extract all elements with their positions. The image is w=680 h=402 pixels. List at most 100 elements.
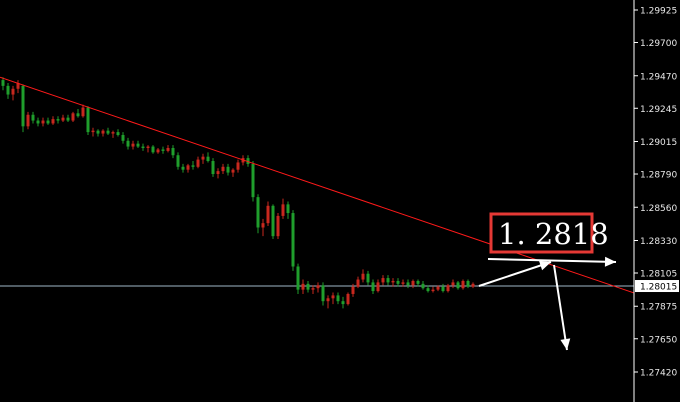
candle-body	[461, 280, 465, 289]
candle-body	[96, 130, 100, 134]
candle-body	[281, 204, 285, 216]
current-price-badge	[635, 280, 679, 293]
candle-body	[26, 114, 30, 127]
price-tick-label: 1.29470	[640, 72, 677, 82]
resistance-trendline	[0, 76, 635, 294]
candle-body	[246, 158, 250, 164]
price-tick-label: 1.28105	[640, 270, 677, 280]
candle-body	[336, 295, 340, 302]
candle-body	[401, 282, 405, 284]
candle-body	[116, 132, 120, 136]
candle-body	[321, 285, 325, 302]
candle-body	[66, 117, 70, 121]
candle-body	[56, 119, 60, 121]
candle-body	[61, 117, 65, 121]
price-callout-text: 1. 2818	[498, 217, 609, 251]
candle-body	[51, 119, 55, 124]
candle-body	[366, 273, 370, 283]
candle-body	[221, 166, 225, 172]
candles	[1, 77, 475, 309]
candle-body	[141, 146, 145, 149]
candle-body	[46, 120, 50, 124]
candle-body	[81, 107, 85, 117]
candle-body	[151, 146, 155, 153]
candle-body	[216, 171, 220, 175]
candle-body	[86, 107, 90, 133]
candle-body	[16, 82, 20, 89]
candle-body	[361, 273, 365, 280]
candle-body	[296, 266, 300, 290]
price-tick-label: 1.27650	[640, 335, 677, 345]
candle-body	[376, 282, 380, 292]
candle-body	[286, 204, 290, 214]
candle-body	[471, 283, 475, 287]
candle-body	[136, 143, 140, 147]
candle-body	[426, 288, 430, 292]
candle-body	[421, 283, 425, 289]
candle-body	[146, 146, 150, 149]
candle-body	[161, 149, 165, 151]
price-tick-label: 1.27420	[640, 369, 677, 379]
candle-body	[371, 282, 375, 292]
current-price-label: 1.28015	[640, 283, 677, 293]
candle-body	[271, 205, 275, 237]
candle-body	[36, 120, 40, 124]
candle-body	[436, 286, 440, 290]
candle-body	[306, 283, 310, 290]
candle-body	[106, 130, 110, 134]
candle-body	[456, 282, 460, 289]
candle-body	[381, 278, 385, 283]
candle-body	[206, 156, 210, 162]
candle-body	[41, 120, 45, 124]
candle-body	[71, 113, 75, 121]
candle-body	[226, 166, 230, 173]
candle-body	[256, 197, 260, 228]
arrow-from-price-head	[538, 260, 551, 271]
candle-body	[266, 205, 270, 224]
candle-body	[301, 283, 305, 290]
candle-body	[201, 156, 205, 160]
price-tick-label: 1.29925	[640, 7, 677, 17]
candle-body	[166, 148, 170, 151]
candle-body	[1, 80, 5, 86]
candle-body	[6, 85, 10, 95]
candle-body	[236, 162, 240, 170]
candle-body	[171, 148, 175, 156]
candle-body	[191, 165, 195, 167]
candle-body	[251, 163, 255, 198]
candle-body	[411, 280, 415, 286]
candle-body	[76, 113, 80, 117]
arrow-from-price	[478, 261, 552, 287]
candle-body	[451, 282, 455, 286]
candle-body	[396, 280, 400, 284]
candle-body	[21, 85, 25, 127]
candle-body	[341, 301, 345, 305]
candle-body	[131, 143, 135, 147]
candle-body	[406, 282, 410, 286]
candle-body	[291, 213, 295, 267]
price-tick-label: 1.27875	[640, 303, 677, 313]
candle-body	[316, 285, 320, 289]
candle-body	[231, 169, 235, 173]
candle-body	[101, 130, 105, 134]
candle-body	[431, 289, 435, 292]
arrow-right	[487, 258, 617, 263]
candle-body	[156, 149, 160, 153]
candle-body	[446, 285, 450, 292]
candle-body	[311, 288, 315, 290]
candle-body	[261, 223, 265, 228]
candle-body	[351, 286, 355, 294]
candle-body	[356, 279, 360, 287]
candle-body	[176, 155, 180, 167]
candle-body	[91, 130, 95, 133]
candle-body	[466, 280, 470, 287]
arrow-right-head	[604, 256, 616, 267]
price-callout-box	[489, 212, 594, 254]
price-tick-label: 1.29245	[640, 105, 677, 115]
candle-body	[346, 293, 350, 305]
candle-body	[211, 161, 215, 175]
candle-body	[441, 286, 445, 292]
candle-body	[121, 135, 125, 141]
